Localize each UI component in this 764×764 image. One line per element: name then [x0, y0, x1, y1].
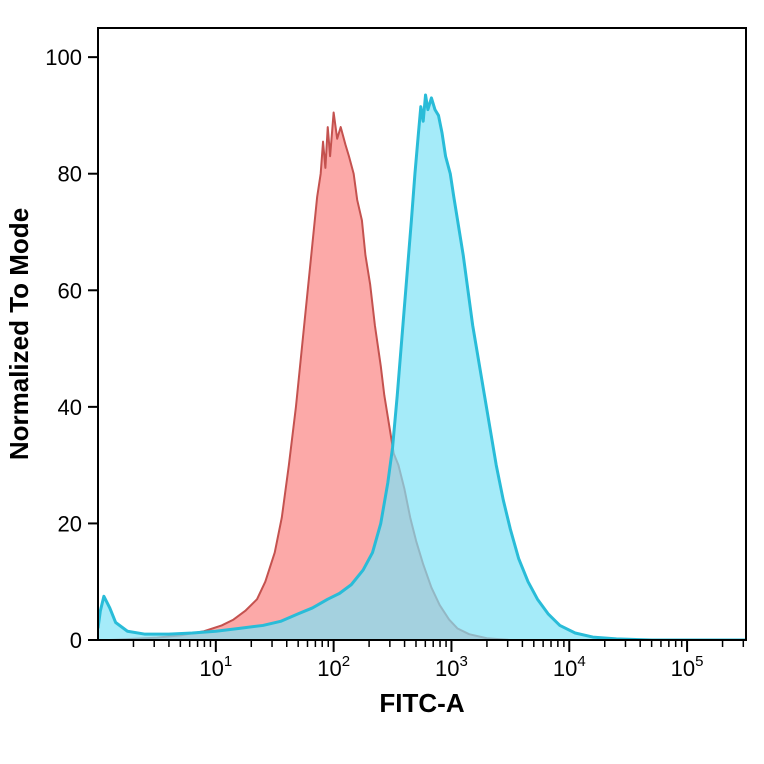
y-tick-label: 60 [58, 278, 82, 303]
y-tick-label: 20 [58, 511, 82, 536]
y-tick-label: 40 [58, 395, 82, 420]
y-tick-label: 0 [70, 628, 82, 653]
x-tick-label: 104 [553, 653, 586, 681]
flow-histogram-svg: 0 20 40 60 80 100 101 102 103 104 105 Normalized To… [0, 0, 764, 764]
y-tick-label: 80 [58, 162, 82, 187]
chart-container: 0 20 40 60 80 100 101 102 103 104 105 Normalized To… [0, 0, 764, 764]
y-tick-label: 100 [45, 45, 82, 70]
x-tick-label: 101 [199, 653, 232, 681]
x-tick-label: 102 [317, 653, 350, 681]
x-axis-label: FITC-A [379, 688, 464, 718]
x-tick-label: 105 [671, 653, 704, 681]
x-tick-label: 103 [435, 653, 468, 681]
y-axis-label: Normalized To Mode [4, 208, 34, 460]
